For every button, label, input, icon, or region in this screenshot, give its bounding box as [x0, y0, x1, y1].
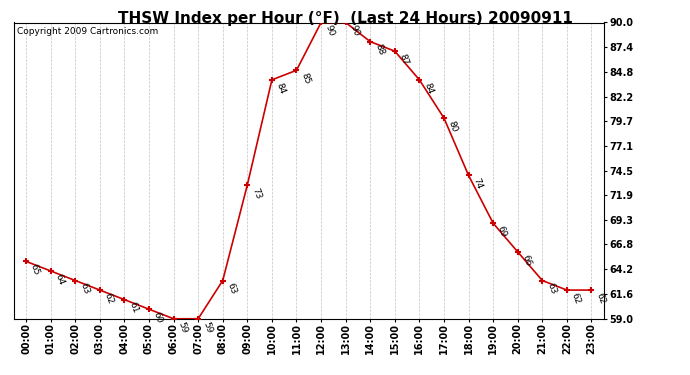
Text: 62: 62: [103, 291, 115, 305]
Text: 62: 62: [570, 291, 582, 305]
Text: 63: 63: [78, 282, 90, 296]
Text: 61: 61: [127, 301, 139, 315]
Text: 60: 60: [152, 310, 164, 324]
Text: 59: 59: [177, 320, 189, 334]
Text: THSW Index per Hour (°F)  (Last 24 Hours) 20090911: THSW Index per Hour (°F) (Last 24 Hours)…: [117, 11, 573, 26]
Text: 74: 74: [471, 177, 484, 190]
Text: 84: 84: [422, 81, 435, 95]
Text: 73: 73: [250, 186, 262, 200]
Text: 65: 65: [29, 263, 41, 277]
Text: 88: 88: [373, 43, 386, 57]
Text: Copyright 2009 Cartronics.com: Copyright 2009 Cartronics.com: [17, 27, 158, 36]
Text: 90: 90: [324, 24, 336, 38]
Text: 69: 69: [496, 225, 509, 238]
Text: 85: 85: [299, 72, 312, 86]
Text: 66: 66: [520, 253, 533, 267]
Text: 87: 87: [397, 53, 410, 66]
Text: 62: 62: [594, 291, 607, 305]
Text: 90: 90: [348, 24, 361, 38]
Text: 80: 80: [446, 120, 459, 134]
Text: 63: 63: [226, 282, 238, 296]
Text: 84: 84: [275, 81, 287, 95]
Text: 63: 63: [545, 282, 558, 296]
Text: 64: 64: [53, 272, 66, 286]
Text: 59: 59: [201, 320, 213, 334]
